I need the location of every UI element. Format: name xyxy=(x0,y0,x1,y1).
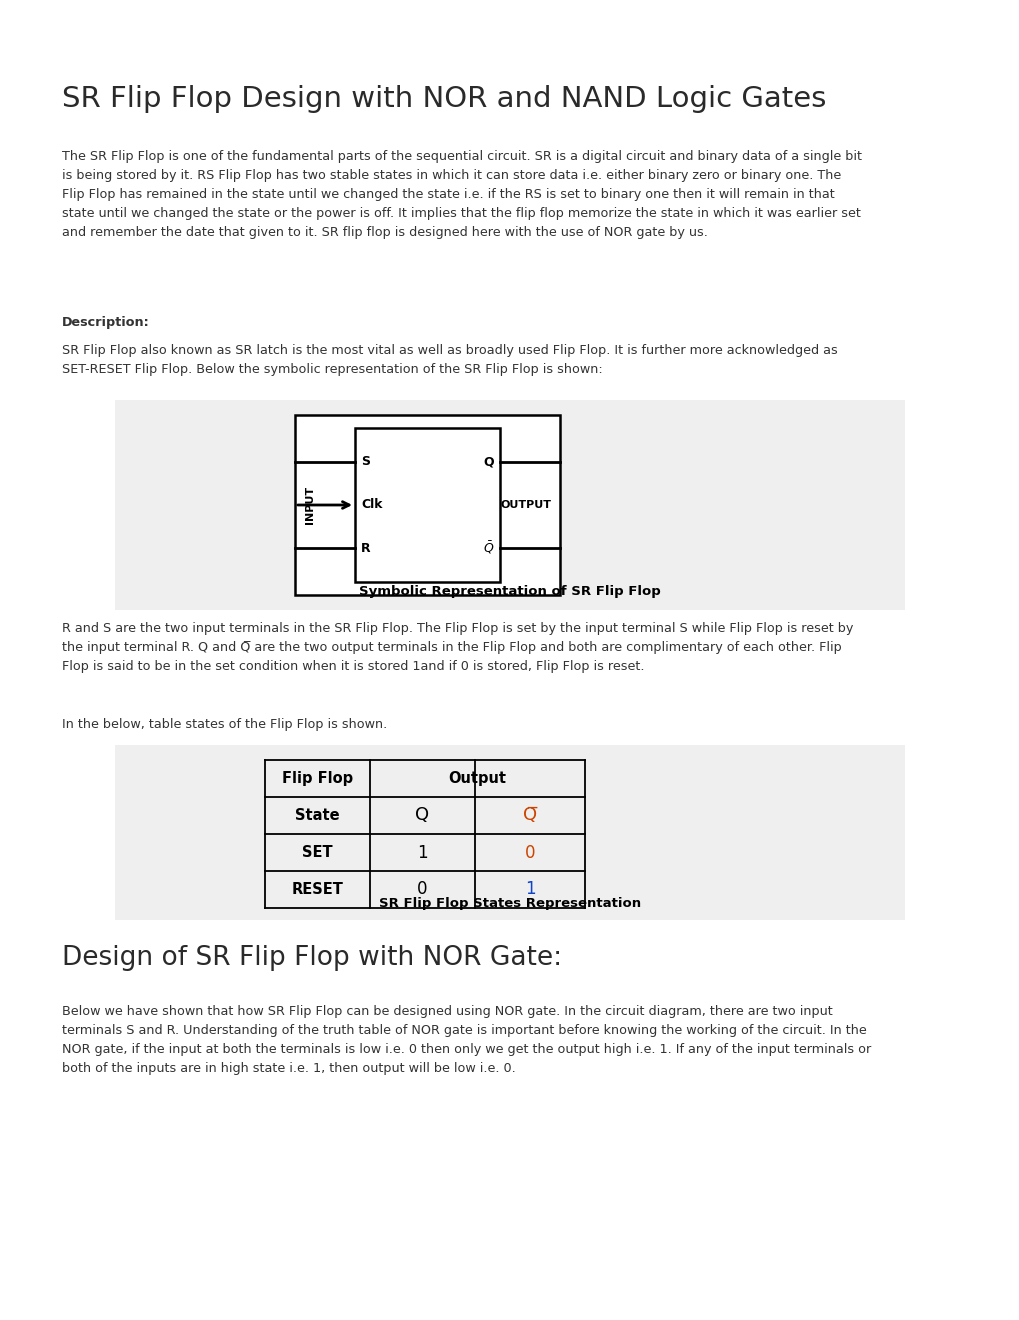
Text: SR Flip Flop Design with NOR and NAND Logic Gates: SR Flip Flop Design with NOR and NAND Lo… xyxy=(62,84,825,114)
Text: R and S are the two input terminals in the SR Flip Flop. The Flip Flop is set by: R and S are the two input terminals in t… xyxy=(62,622,853,673)
Text: In the below, table states of the Flip Flop is shown.: In the below, table states of the Flip F… xyxy=(62,718,387,731)
Text: 0: 0 xyxy=(417,880,427,899)
Text: $\bar{Q}$: $\bar{Q}$ xyxy=(482,540,493,556)
Text: Q: Q xyxy=(415,807,429,825)
Text: 1: 1 xyxy=(417,843,427,862)
Text: Output: Output xyxy=(448,771,506,785)
Text: SET: SET xyxy=(302,845,332,861)
Text: INPUT: INPUT xyxy=(305,486,315,524)
Bar xyxy=(115,400,904,610)
Text: S: S xyxy=(361,455,370,469)
Text: Description:: Description: xyxy=(62,315,150,329)
Text: Below we have shown that how SR Flip Flop can be designed using NOR gate. In the: Below we have shown that how SR Flip Flo… xyxy=(62,1005,870,1074)
Text: Symbolic Representation of SR Flip Flop: Symbolic Representation of SR Flip Flop xyxy=(359,585,660,598)
Text: Q: Q xyxy=(483,455,493,469)
Text: 0: 0 xyxy=(524,843,535,862)
Text: SR Flip Flop States Representation: SR Flip Flop States Representation xyxy=(379,898,640,909)
Text: The SR Flip Flop is one of the fundamental parts of the sequential circuit. SR i: The SR Flip Flop is one of the fundament… xyxy=(62,150,861,239)
Bar xyxy=(115,744,904,920)
Text: OUTPUT: OUTPUT xyxy=(500,500,551,510)
Bar xyxy=(294,414,559,595)
Text: Design of SR Flip Flop with NOR Gate:: Design of SR Flip Flop with NOR Gate: xyxy=(62,945,561,972)
Text: R: R xyxy=(361,541,370,554)
Text: Clk: Clk xyxy=(361,499,382,511)
Text: Flip Flop: Flip Flop xyxy=(281,771,353,785)
Text: Q̅: Q̅ xyxy=(523,807,537,825)
Text: SR Flip Flop also known as SR latch is the most vital as well as broadly used Fl: SR Flip Flop also known as SR latch is t… xyxy=(62,345,837,376)
Text: 1: 1 xyxy=(524,880,535,899)
Text: RESET: RESET xyxy=(291,882,343,898)
Bar xyxy=(355,428,499,582)
Text: State: State xyxy=(294,808,339,822)
